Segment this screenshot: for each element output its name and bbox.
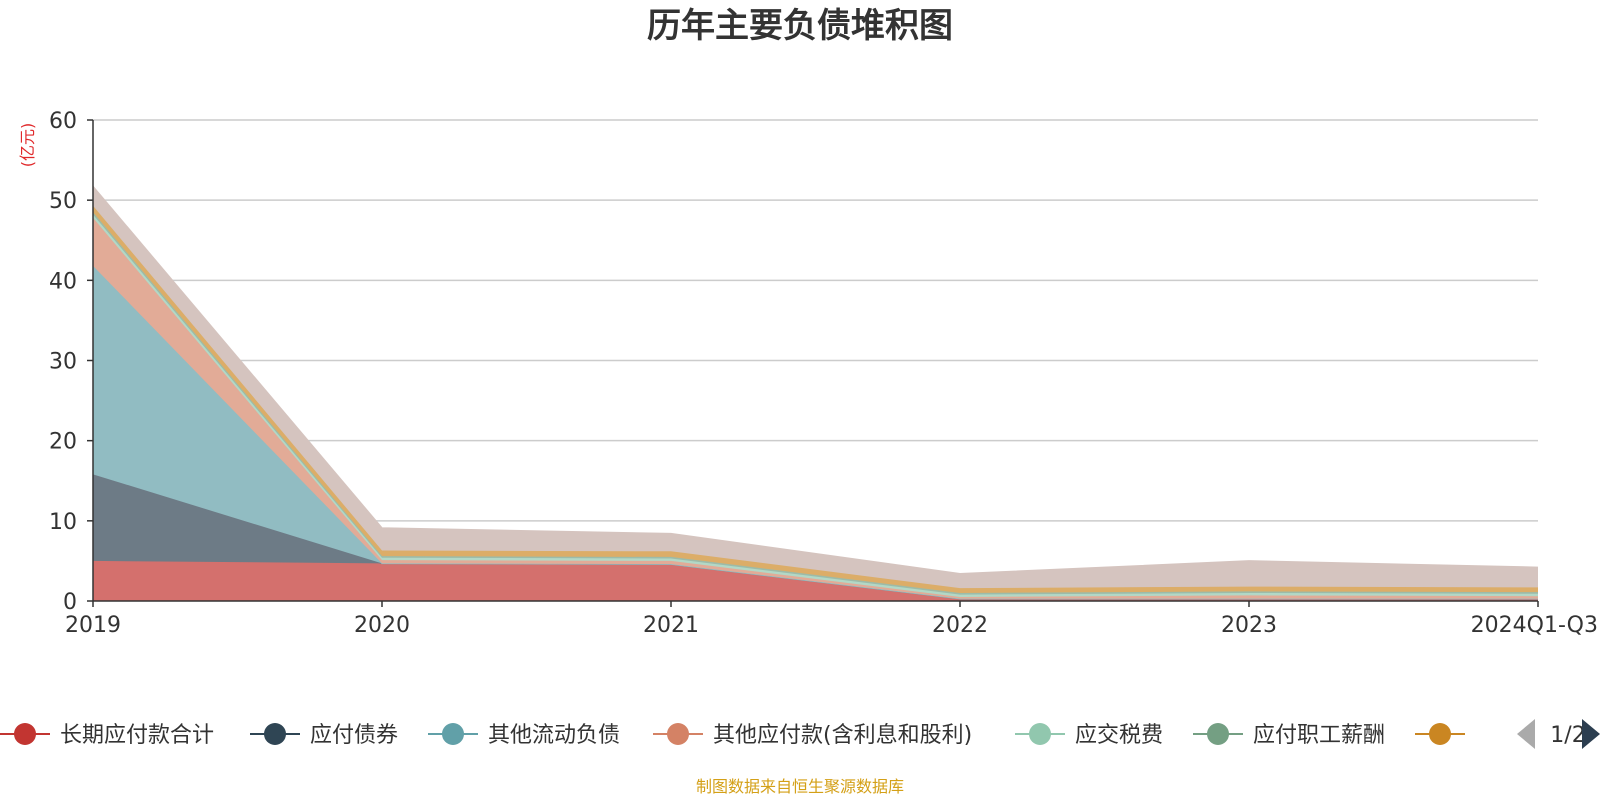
legend-next-arrow-icon[interactable] [1582, 719, 1600, 749]
y-axis-tick-labels: 0 10 20 30 40 50 60 [49, 109, 77, 615]
legend-item-2[interactable]: 应付债券 [250, 723, 398, 748]
x-axis-tick-labels: 2019 2020 2021 2022 2023 2024Q1-Q3 [65, 613, 1598, 638]
axes [92, 120, 1539, 607]
y-tick-label: 10 [49, 510, 77, 535]
legend-item-6[interactable]: 应付职工薪酬 [1193, 723, 1385, 748]
y-tick-label: 20 [49, 430, 77, 455]
x-tick-label: 2024Q1-Q3 [1471, 613, 1598, 638]
legend-marker-icon [264, 723, 286, 745]
legend-label: 应付债券 [310, 723, 398, 748]
legend-item-7[interactable] [1415, 723, 1465, 745]
y-tick-label: 60 [49, 109, 77, 134]
legend-marker-icon [442, 723, 464, 745]
data-source-note: 制图数据来自恒生聚源数据库 [696, 777, 904, 796]
legend-item-4[interactable]: 其他应付款(含利息和股利) [653, 723, 972, 748]
legend-item-3[interactable]: 其他流动负债 [428, 723, 620, 748]
legend-prev-arrow-icon[interactable] [1517, 719, 1535, 749]
y-tick-label: 0 [63, 590, 77, 615]
legend-label: 应付职工薪酬 [1253, 723, 1385, 748]
legend-label: 其他流动负债 [488, 723, 620, 748]
legend-page-indicator: 1/2 [1550, 723, 1585, 748]
legend-marker-icon [1029, 723, 1051, 745]
x-tick-label: 2019 [65, 613, 121, 638]
x-tick-label: 2023 [1221, 613, 1277, 638]
x-tick-label: 2020 [354, 613, 410, 638]
area-series-1 [93, 560, 1538, 601]
y-tick-label: 50 [49, 189, 77, 214]
legend-marker-icon [667, 723, 689, 745]
legend-marker-icon [1207, 723, 1229, 745]
legend-marker-icon [1429, 723, 1451, 745]
legend-label: 应交税费 [1075, 723, 1163, 748]
chart-title: 历年主要负债堆积图 [647, 6, 953, 46]
legend-pager: 1/2 [1517, 719, 1600, 749]
area-series-line-8 [92, 186, 1539, 575]
legend-item-5[interactable]: 应交税费 [1015, 723, 1163, 748]
x-tick-label: 2021 [643, 613, 699, 638]
legend: 长期应付款合计 应付债券 其他流动负债 其他应付款(含利息和股利) 应交税费 应付职工薪酬 [0, 723, 1465, 748]
area-series-group [92, 186, 1539, 601]
legend-label: 其他应付款(含利息和股利) [713, 723, 972, 748]
legend-marker-icon [14, 723, 36, 745]
y-axis-unit: (亿元) [18, 123, 37, 168]
legend-label: 长期应付款合计 [60, 723, 214, 748]
x-tick-label: 2022 [932, 613, 988, 638]
legend-item-1[interactable]: 长期应付款合计 [0, 723, 214, 748]
y-tick-label: 40 [49, 269, 77, 294]
y-tick-label: 30 [49, 350, 77, 375]
